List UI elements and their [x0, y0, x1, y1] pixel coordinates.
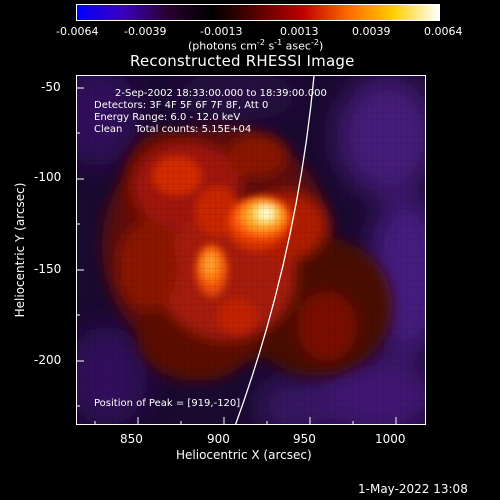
- energy-range-text: Energy Range: 6.0 - 12.0 keV: [94, 112, 241, 123]
- colorbar-tick: 0.0039: [352, 25, 391, 38]
- plot-title: Reconstructed RHESSI Image: [130, 52, 355, 70]
- rhessi-image-plot: 2-Sep-2002 18:33:00.000 to 18:39:00.000 …: [76, 75, 426, 425]
- colorbar-tick: -0.0039: [124, 25, 167, 38]
- colorbar-tick: -0.0013: [200, 25, 243, 38]
- peak-position-text: Position of Peak = [919,-120]: [94, 398, 241, 409]
- colorbar: [76, 4, 440, 21]
- clean-counts-text: Clean Total counts: 5.15E+04: [94, 124, 252, 135]
- detectors-text: Detectors: 3F 4F 5F 6F 7F 8F, Att 0: [94, 100, 269, 111]
- y-tick-label: -100: [34, 170, 62, 184]
- rhessi-image-svg: [77, 76, 425, 424]
- pixel-grid-overlay: [77, 76, 425, 424]
- y-tick-label: -200: [34, 353, 62, 367]
- y-tick-label: -150: [34, 262, 62, 276]
- x-tick-label: 950: [293, 432, 316, 446]
- timestamp-footer: 1-May-2022 13:08: [358, 482, 468, 496]
- x-axis-label: Heliocentric X (arcsec): [176, 448, 312, 462]
- solar-limb-line: [235, 76, 315, 424]
- colorbar-tick: 0.0013: [280, 25, 319, 38]
- colorbar-tick: 0.0064: [424, 25, 463, 38]
- x-tick-label: 850: [120, 432, 143, 446]
- x-tick-label: 900: [207, 432, 230, 446]
- colorbar-units: (photons cm-2 s-1 asec-2): [188, 38, 324, 53]
- time-range-text: 2-Sep-2002 18:33:00.000 to 18:39:00.000: [115, 88, 327, 99]
- y-tick-label: -50: [41, 80, 61, 94]
- colorbar-tick: -0.0064: [56, 25, 99, 38]
- x-tick-label: 1000: [375, 432, 406, 446]
- y-axis-label: Heliocentric Y (arcsec): [13, 182, 27, 318]
- axis-ticks: [76, 87, 397, 425]
